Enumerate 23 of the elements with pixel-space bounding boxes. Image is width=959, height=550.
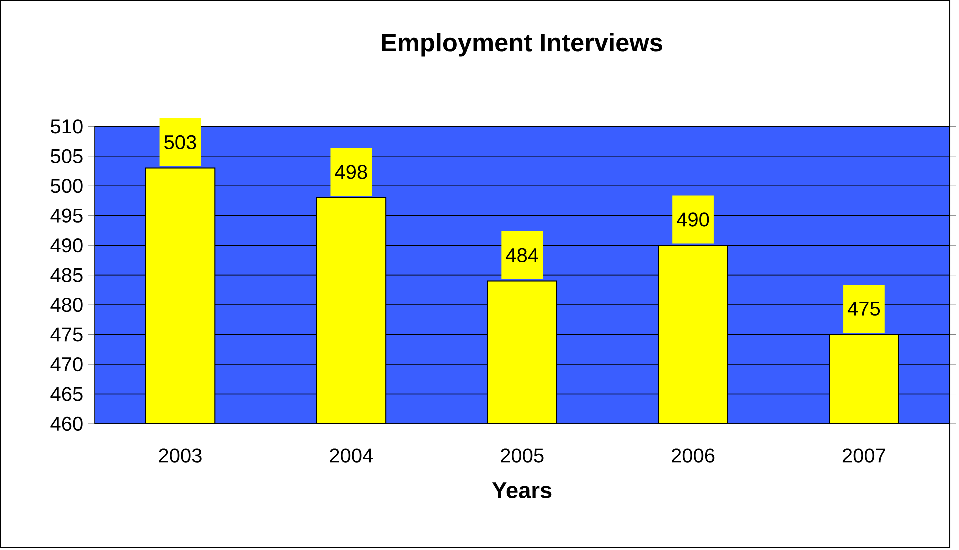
- x-tick-label: 2003: [159, 448, 202, 463]
- data-label: 475: [848, 302, 880, 316]
- y-tick-label: 505: [51, 149, 83, 164]
- x-tick-label: 2007: [842, 448, 886, 463]
- y-tick-label: 510: [51, 120, 83, 134]
- y-tick-label: 495: [50, 208, 83, 223]
- data-label: 490: [677, 212, 710, 227]
- y-tick-label: 485: [50, 268, 83, 282]
- x-tick-label: 2005: [501, 448, 544, 463]
- x-tick-label: 2006: [672, 448, 715, 463]
- y-tick-label: 470: [50, 357, 83, 372]
- x-tick-label: 2004: [330, 448, 374, 463]
- y-tick-label: 480: [50, 298, 83, 312]
- y-tick-label: 465: [50, 387, 83, 402]
- y-tick-label: 500: [51, 179, 83, 194]
- y-tick-label: 490: [50, 238, 83, 253]
- y-tick-label: 460: [50, 416, 83, 432]
- data-label: 503: [164, 135, 196, 150]
- data-label: 484: [506, 248, 538, 263]
- chart-title: Employment Interviews: [382, 33, 662, 57]
- y-tick-label: 475: [50, 328, 83, 342]
- x-axis-title: Years: [492, 482, 552, 499]
- data-label: 498: [335, 165, 368, 180]
